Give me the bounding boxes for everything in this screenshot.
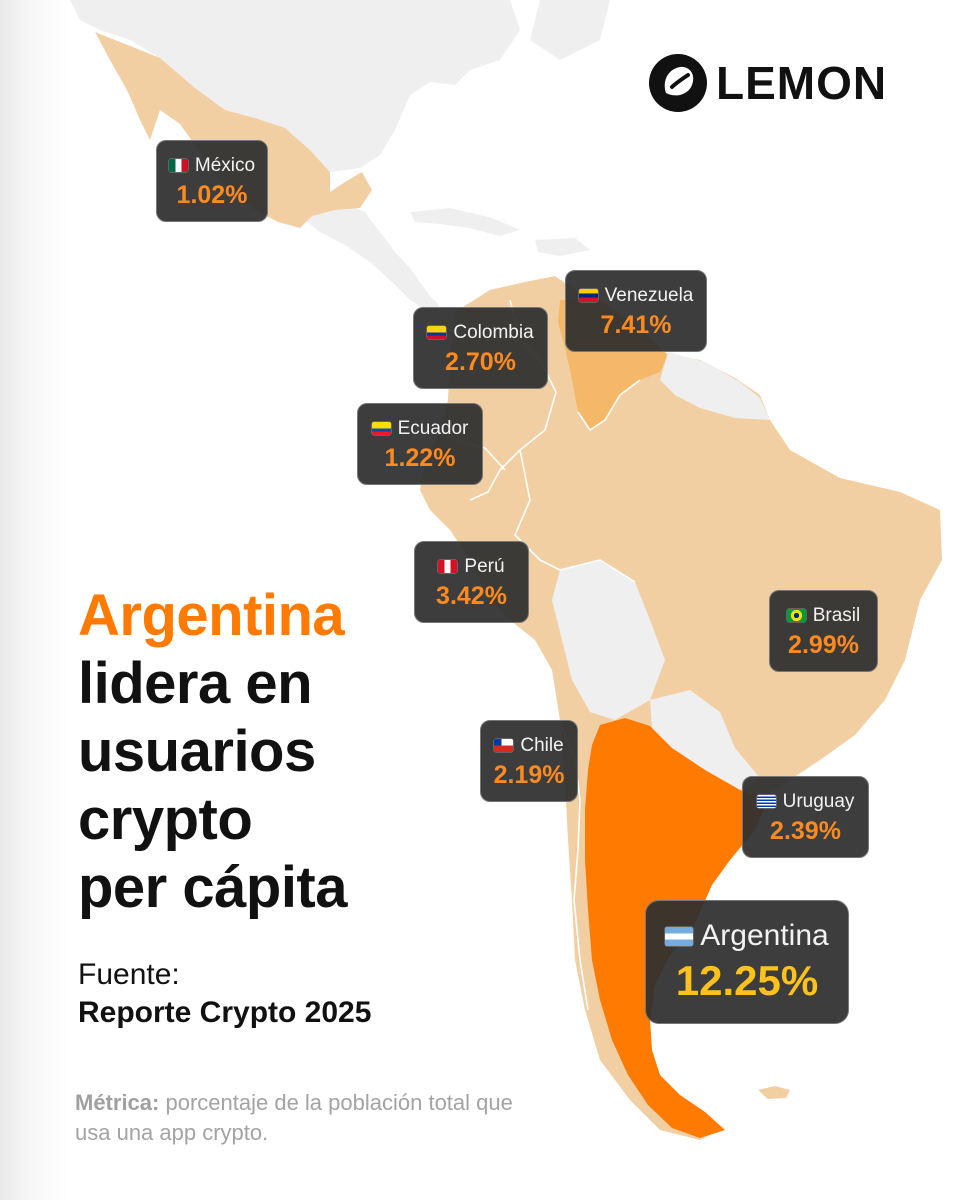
country-name: México: [194, 154, 256, 176]
headline-line: crypto: [78, 787, 253, 852]
north-america-landmass: [70, 0, 520, 172]
country-name: Perú: [464, 555, 505, 577]
country-name: Argentina: [700, 919, 829, 952]
metric-label: Métrica:: [75, 1090, 160, 1115]
country-name: Venezuela: [604, 284, 694, 306]
source-label: Fuente:: [78, 958, 180, 991]
country-name: Ecuador: [397, 417, 469, 439]
country-name: Brasil: [812, 604, 861, 626]
country-badge-peru: Perú 3.42%: [414, 541, 529, 623]
lemon-logo-icon: [649, 54, 707, 112]
chile-flag-icon: [494, 739, 514, 752]
colombia-flag-icon: [427, 326, 447, 339]
country-badge-uruguay: Uruguay 2.39%: [742, 776, 869, 858]
country-value: 1.02%: [176, 180, 248, 209]
headline-line: per cápita: [78, 855, 348, 920]
country-value: 2.70%: [445, 347, 516, 376]
country-name: Colombia: [453, 321, 534, 343]
source-name: Reporte Crypto 2025: [78, 996, 372, 1029]
headline-line: lidera en: [78, 651, 313, 716]
country-value: 1.22%: [384, 443, 456, 472]
country-value: 2.99%: [788, 630, 859, 659]
falklands-islands: [758, 1086, 790, 1099]
paraguay-region: [650, 690, 760, 790]
headline-line: usuarios: [78, 719, 316, 784]
brazil-flag-icon: [786, 609, 806, 622]
country-name: Uruguay: [782, 790, 855, 812]
mexico-region: [95, 32, 372, 228]
peru-flag-icon: [438, 560, 458, 573]
guianas-region: [660, 352, 770, 420]
mexico-flag-icon: [168, 159, 188, 172]
country-value: 2.19%: [493, 760, 565, 789]
country-value: 12.25%: [675, 957, 819, 1004]
country-badge-ecuador: Ecuador 1.22%: [357, 403, 483, 485]
hispaniola-island: [535, 238, 590, 256]
uruguay-flag-icon: [756, 795, 776, 808]
country-badge-colombia: Colombia 2.70%: [413, 307, 548, 389]
country-value: 2.39%: [770, 816, 841, 845]
metric-note: Métrica: porcentaje de la población tota…: [75, 1088, 515, 1148]
lemon-logo: LEMON: [648, 52, 887, 114]
country-badge-venezuela: Venezuela 7.41%: [565, 270, 707, 352]
country-badge-argentina: Argentina 12.25%: [645, 900, 849, 1024]
headline-accent: Argentina: [78, 583, 345, 648]
country-badge-mexico: México 1.02%: [156, 140, 268, 222]
country-value: 7.41%: [600, 310, 672, 339]
ecuador-flag-icon: [371, 422, 391, 435]
cuba-island: [410, 208, 520, 236]
metric-text: porcentaje de la población total que usa…: [75, 1090, 513, 1145]
headline: Argentina lidera en usuarios crypto per …: [78, 582, 348, 922]
country-name: Chile: [520, 734, 564, 756]
central-america-neutral: [300, 200, 440, 312]
country-value: 3.42%: [436, 581, 507, 610]
great-lakes-region: [530, 0, 610, 60]
country-badge-chile: Chile 2.19%: [480, 720, 578, 802]
country-badge-brasil: Brasil 2.99%: [769, 590, 878, 672]
venezuela-flag-icon: [578, 289, 598, 302]
bolivia-region: [552, 560, 665, 720]
brand-name: LEMON: [716, 57, 888, 109]
argentina-flag-icon: [665, 926, 694, 946]
